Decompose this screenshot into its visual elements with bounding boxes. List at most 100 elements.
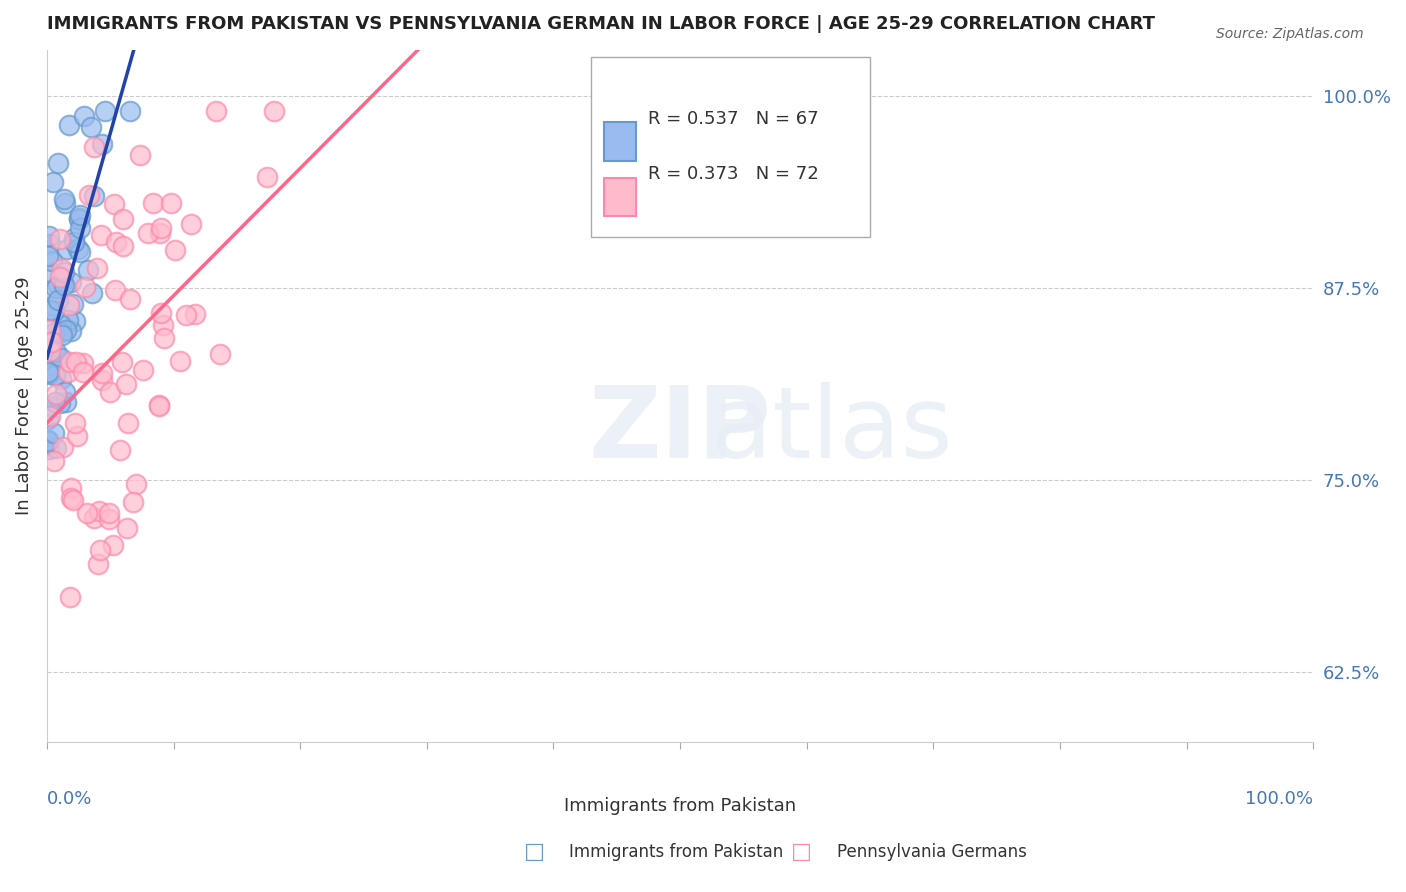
Point <box>51 275 73 289</box>
Point <box>38 409 60 423</box>
Point <box>48 293 70 307</box>
Point <box>39 237 62 252</box>
Point <box>39 317 62 331</box>
Point <box>153 331 176 345</box>
Point <box>59 491 82 506</box>
Point <box>82 285 104 300</box>
Point <box>58 298 80 312</box>
Point <box>44 298 66 312</box>
Point <box>73 109 96 123</box>
Point <box>51 351 73 365</box>
Point <box>76 262 98 277</box>
Point <box>59 354 82 368</box>
Point <box>39 358 62 372</box>
Point <box>49 269 72 284</box>
Point <box>73 279 96 293</box>
Point <box>42 453 65 467</box>
Text: Immigrants from Pakistan: Immigrants from Pakistan <box>569 843 783 861</box>
Point <box>111 355 134 369</box>
Point <box>97 512 120 526</box>
Point <box>122 495 145 509</box>
Point <box>63 313 86 327</box>
Point <box>169 354 191 368</box>
Point <box>103 538 125 552</box>
Point <box>63 416 86 430</box>
Point <box>49 318 72 333</box>
Point <box>142 195 165 210</box>
Point <box>115 377 138 392</box>
Point <box>90 228 112 243</box>
Point <box>174 308 197 322</box>
Point <box>39 302 62 317</box>
Point <box>42 304 65 318</box>
Point <box>120 104 142 119</box>
FancyBboxPatch shape <box>605 122 636 161</box>
FancyBboxPatch shape <box>592 57 870 236</box>
Text: □: □ <box>792 842 811 862</box>
Point <box>77 188 100 202</box>
Point <box>256 170 278 185</box>
Point <box>45 386 67 401</box>
Point <box>117 417 139 431</box>
Point <box>62 235 84 249</box>
Point <box>38 344 60 359</box>
Point <box>118 292 141 306</box>
Point <box>83 140 105 154</box>
Point <box>53 384 76 399</box>
Point <box>58 118 80 132</box>
Point <box>132 363 155 377</box>
Point <box>37 412 59 426</box>
Point <box>44 395 66 409</box>
Point <box>91 373 114 387</box>
Text: R = 0.373   N = 72: R = 0.373 N = 72 <box>648 165 820 184</box>
Point <box>41 266 63 280</box>
Point <box>111 239 134 253</box>
Text: atlas: atlas <box>711 382 953 479</box>
Point <box>204 104 226 119</box>
Point <box>56 313 79 327</box>
Point <box>111 211 134 226</box>
Point <box>89 504 111 518</box>
Point <box>148 398 170 412</box>
Point <box>58 590 80 604</box>
Text: R = 0.537   N = 67: R = 0.537 N = 67 <box>648 110 820 128</box>
Point <box>55 323 77 337</box>
Point <box>180 217 202 231</box>
Point <box>49 395 72 409</box>
Text: 0.0%: 0.0% <box>46 790 93 808</box>
Point <box>72 365 94 379</box>
Point <box>80 120 103 135</box>
Point <box>209 347 232 361</box>
Point <box>136 226 159 240</box>
Point <box>87 557 110 571</box>
Point <box>44 368 66 383</box>
Point <box>150 221 173 235</box>
Point <box>38 442 60 457</box>
Point <box>37 434 59 448</box>
Point <box>69 221 91 235</box>
Point <box>150 306 173 320</box>
Point <box>38 367 60 381</box>
Point <box>37 433 59 447</box>
Point <box>49 372 72 386</box>
Text: Pennsylvania Germans: Pennsylvania Germans <box>837 843 1026 861</box>
Text: Immigrants from Pakistan: Immigrants from Pakistan <box>564 797 796 815</box>
Text: □: □ <box>524 842 544 862</box>
Point <box>41 334 63 349</box>
Point <box>103 197 125 211</box>
Text: ZIP: ZIP <box>589 382 772 479</box>
Point <box>38 323 60 337</box>
Point <box>89 543 111 558</box>
Point <box>59 275 82 289</box>
Point <box>41 253 63 268</box>
Point <box>42 175 65 189</box>
Point <box>56 365 79 379</box>
Point <box>65 355 87 369</box>
Point <box>69 244 91 259</box>
Point <box>149 226 172 240</box>
Point <box>129 148 152 162</box>
Point <box>63 231 86 245</box>
Point <box>49 232 72 246</box>
Point <box>165 243 187 257</box>
Point <box>52 265 75 279</box>
